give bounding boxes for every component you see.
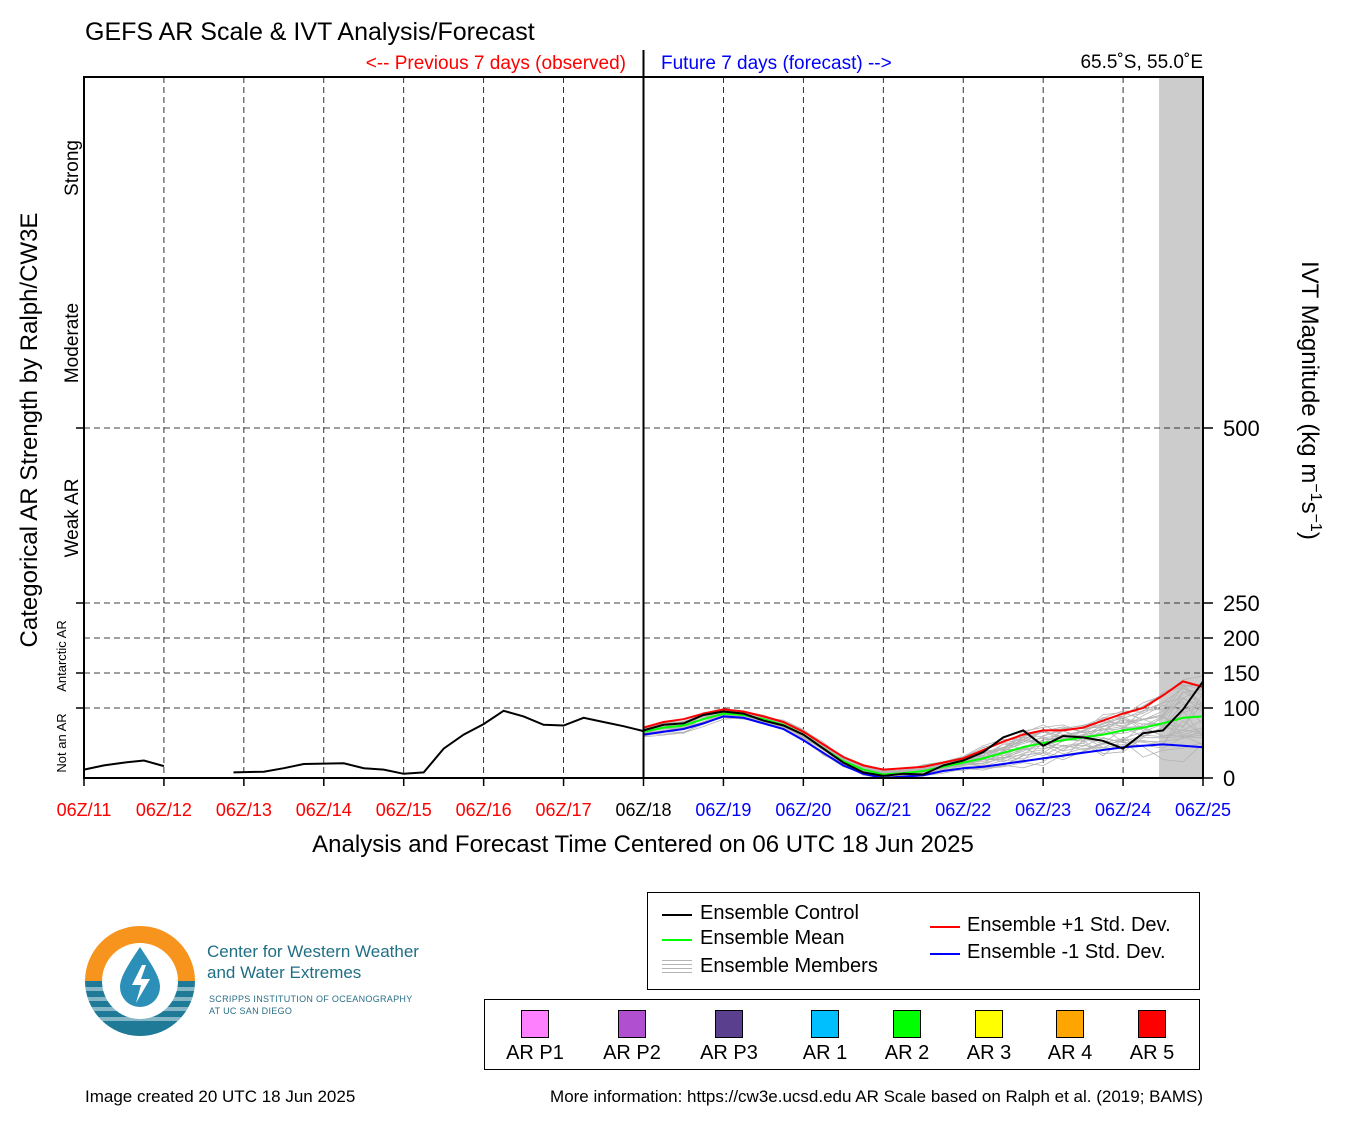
category-label: AR 4 (1047, 1042, 1093, 1064)
category-ar-2: AR 2 (862, 1010, 952, 1065)
category-label: Antarctic AR (54, 620, 69, 692)
legend-swatch-mean (662, 939, 692, 941)
x-tick-label: 06Z/16 (456, 800, 512, 820)
series-line-mean (643, 712, 1204, 776)
ensemble-member-line (643, 683, 1204, 773)
future-days-label: Future 7 days (forecast) --> (661, 53, 892, 74)
y-tick-label: 100 (1223, 696, 1260, 721)
category-label: AR 2 (884, 1042, 930, 1064)
logo-title-line1: Center for Western Weather (207, 942, 419, 961)
previous-days-label: <-- Previous 7 days (observed) (366, 53, 626, 74)
legend-swatch-plus-std (930, 926, 960, 928)
legend-swatch-minus-std (930, 953, 960, 955)
category-ar-1: AR 1 (780, 1010, 870, 1065)
category-label: AR P2 (603, 1042, 661, 1064)
category-swatch (1056, 1010, 1084, 1038)
ensemble-member-line (643, 685, 1204, 774)
x-tick-label: 06Z/14 (296, 800, 352, 820)
chart-area: GEFS AR Scale & IVT Analysis/Forecast <-… (16, 18, 1324, 858)
logo-sub-line1: SCRIPPS INSTITUTION OF OCEANOGRAPHY (209, 994, 413, 1004)
y-tick-label: 150 (1223, 661, 1260, 686)
series-line-control (643, 680, 1204, 777)
x-tick-label: 06Z/13 (216, 800, 272, 820)
forecast-shade-region (1159, 77, 1203, 778)
x-tick-label: 06Z/15 (376, 800, 432, 820)
category-ar-p3: AR P3 (684, 1010, 774, 1065)
x-tick-label: 06Z/23 (1015, 800, 1071, 820)
category-ar-3: AR 3 (944, 1010, 1034, 1065)
category-swatch (618, 1010, 646, 1038)
ar-category-legend: AR P1 AR P2 AR P3 AR 1 AR 2 AR 3 AR 4 AR… (484, 999, 1200, 1070)
y-tick-label: 0 (1223, 766, 1235, 791)
logo-title: Center for Western Weather and Water Ext… (207, 941, 419, 983)
category-ar-5: AR 5 (1107, 1010, 1197, 1065)
legend-swatch-members (662, 959, 692, 973)
category-swatch (715, 1010, 743, 1038)
category-label: Weak AR (62, 479, 83, 558)
category-swatch (975, 1010, 1003, 1038)
legend-control: Ensemble Control (700, 902, 859, 924)
category-swatch (811, 1010, 839, 1038)
footer-created: Image created 20 UTC 18 Jun 2025 (85, 1087, 356, 1106)
category-label: AR P1 (506, 1042, 564, 1064)
ensemble-members-group (643, 675, 1204, 779)
x-axis-label: Analysis and Forecast Time Centered on 0… (312, 831, 974, 858)
category-label: AR 3 (966, 1042, 1012, 1064)
cw3e-logo: Center for Western Weather and Water Ext… (84, 925, 484, 1040)
logo-sub-line2: AT UC SAN DIEGO (209, 1006, 293, 1016)
x-tick-label: 06Z/25 (1175, 800, 1231, 820)
category-ar-4: AR 4 (1025, 1010, 1115, 1065)
observed-line (83, 709, 644, 775)
y-tick-label: 500 (1223, 416, 1260, 441)
x-tick-label: 06Z/21 (855, 800, 911, 820)
logo-title-line2: and Water Extremes (207, 963, 362, 982)
y-tick-label: 250 (1223, 591, 1260, 616)
category-ar-p2: AR P2 (587, 1010, 677, 1065)
chart-title: GEFS AR Scale & IVT Analysis/Forecast (85, 18, 535, 46)
logo-subtitle: SCRIPPS INSTITUTION OF OCEANOGRAPHY AT U… (209, 993, 413, 1017)
legend-members: Ensemble Members (700, 955, 878, 977)
category-swatch (521, 1010, 549, 1038)
legend-minus-std: Ensemble -1 Std. Dev. (967, 941, 1166, 963)
x-tick-label: 06Z/24 (1095, 800, 1151, 820)
y-axis-left-label: Categorical AR Strength by Ralph/CW3E (16, 213, 43, 648)
y-tick-label: 200 (1223, 626, 1260, 651)
x-tick-label: 06Z/19 (695, 800, 751, 820)
category-label: AR P3 (700, 1042, 758, 1064)
location-label: 65.5˚S, 55.0˚E (1080, 52, 1203, 73)
x-tick-label: 06Z/17 (536, 800, 592, 820)
legend-swatch-control (662, 914, 692, 916)
category-label: AR 1 (802, 1042, 848, 1064)
x-tick-label: 06Z/12 (136, 800, 192, 820)
cw3e-emblem-icon (85, 926, 195, 1036)
category-swatch (1138, 1010, 1166, 1038)
category-swatch (893, 1010, 921, 1038)
category-label: AR 5 (1129, 1042, 1175, 1064)
x-tick-label: 06Z/22 (935, 800, 991, 820)
x-tick-label: 06Z/11 (57, 800, 112, 820)
y-axis-right-label: IVT Magnitude (kg m−1s−1) (1296, 261, 1324, 540)
category-label: Strong (62, 140, 83, 196)
legend-plus-std: Ensemble +1 Std. Dev. (967, 914, 1171, 936)
category-label: Not an AR (54, 713, 69, 772)
footer-info-link[interactable]: More information: https://cw3e.ucsd.edu … (550, 1087, 1203, 1106)
x-tick-label: 06Z/18 (615, 800, 671, 820)
line-legend: Ensemble Control Ensemble Mean Ensemble … (647, 892, 1200, 990)
x-tick-label: 06Z/20 (775, 800, 831, 820)
category-label: Moderate (62, 303, 83, 383)
series-line-plus_std (643, 680, 1204, 771)
category-ar-p1: AR P1 (490, 1010, 580, 1065)
legend-mean: Ensemble Mean (700, 927, 845, 949)
